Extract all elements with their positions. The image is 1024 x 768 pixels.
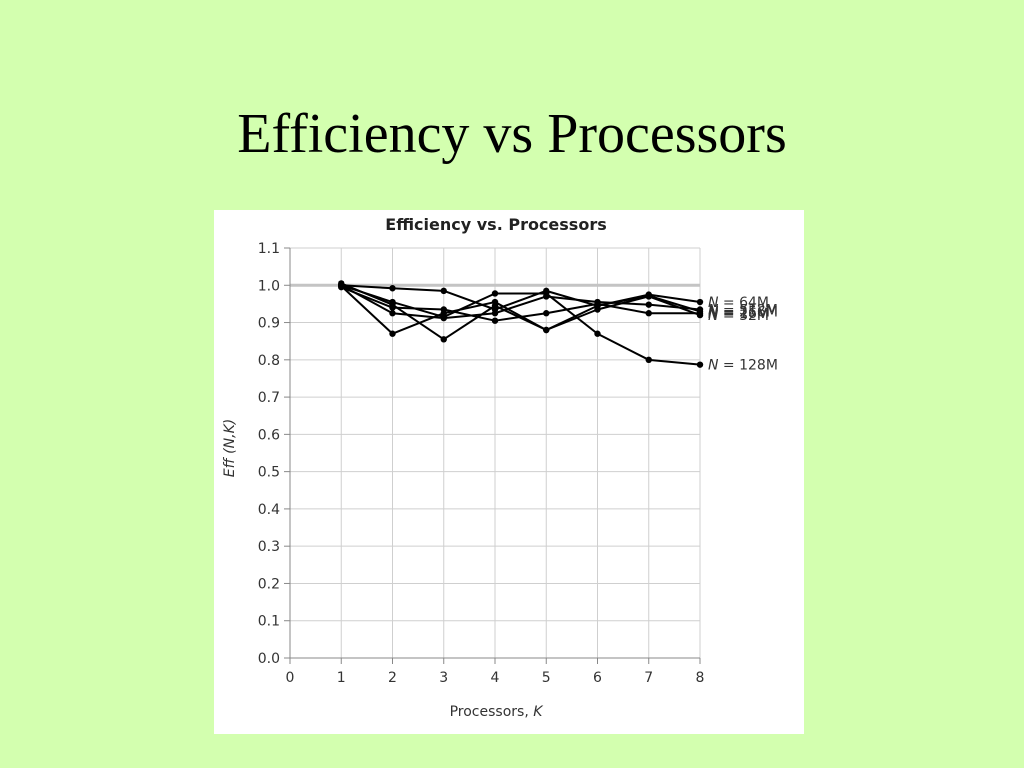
x-tick-label: 1 [337,670,346,686]
series-label-variable: N [708,304,719,320]
efficiency-line-chart: Efficiency vs. Processors 0 1 2 3 4 5 6 7 8 0.0 0.… [222,215,778,720]
series-label-value: = 512M [718,303,777,319]
x-axis-title-variable: K [533,704,544,720]
data-point [543,310,550,317]
data-point [338,283,345,291]
data-point [389,310,396,317]
y-tick-label: 0.0 [258,651,280,667]
data-point [440,336,447,343]
data-point [440,287,447,295]
series-label-variable: N [708,303,719,319]
series-label: N = 32M [708,308,769,324]
slide-title: Efficiency vs Processors [237,103,787,165]
data-point [645,301,652,308]
data-point [491,302,499,309]
data-point [440,306,447,313]
x-tick-label: 7 [644,670,653,686]
x-axis-title-text: Processors, [450,704,534,720]
y-tick-label: 0.7 [258,390,280,406]
y-tick-label: 1.1 [258,241,280,257]
x-axis-title: Processors, K [450,704,545,720]
series-label-value: = 256M [718,304,777,320]
series-label-value: = 64M [718,295,769,311]
data-point [491,290,499,297]
data-point [645,310,652,317]
series-label-variable: N [708,308,719,324]
y-tick-label: 0.4 [258,502,280,518]
chart-card: Efficiency vs. Processors 0 1 2 3 4 5 6 7 8 0.0 0.… [214,210,804,734]
series-label-value: = 128M [718,358,777,374]
y-tick-label: 0.9 [258,316,280,332]
x-tick-label: 2 [388,670,397,686]
data-point [389,330,396,337]
series-line [340,284,701,366]
y-tick-label: 0.3 [258,539,280,555]
data-point [440,314,447,322]
y-tick-label: 0.8 [258,353,280,369]
data-point [645,293,652,300]
series-label-value: = 32M [718,308,769,324]
series-label: N = 128M [708,358,778,374]
series-label-variable: N [708,295,719,311]
data-point [543,293,550,300]
x-tick-label: 0 [286,670,295,686]
chart-series [338,280,704,368]
series-label-variable: N [708,358,719,374]
data-point [491,317,499,324]
data-point [594,306,601,313]
y-tick-label: 0.5 [258,465,280,481]
series-label: N = 16M [708,306,769,322]
data-point [696,361,704,368]
data-point [389,304,396,311]
data-point [389,285,396,292]
data-point [645,356,652,364]
data-point [543,326,550,334]
data-point [696,298,704,306]
series-line [340,284,701,320]
series-label: N = 64M [708,295,769,311]
series-label-variable: N [708,306,719,322]
series-line [340,286,700,322]
x-tick-label: 5 [542,670,551,686]
y-axis-title: Eff (N,K) [222,419,238,477]
data-point [491,310,499,317]
y-tick-label: 0.2 [258,576,280,592]
data-point [594,300,601,308]
x-tick-label: 4 [491,670,500,686]
data-point [696,310,704,317]
data-point [594,330,601,337]
series-label: N = 256M [708,304,778,320]
x-tick-label: 3 [439,670,448,686]
x-tick-label: 8 [696,670,705,686]
y-tick-label: 0.6 [258,427,280,443]
y-tick-label: 0.1 [258,614,280,630]
chart-title: Efficiency vs. Processors [385,215,606,234]
y-tick-label: 1.0 [258,278,280,294]
series-label-value: = 16M [718,306,769,322]
series-label: N = 512M [708,303,778,319]
chart-axes: 0 1 2 3 4 5 6 7 8 0.0 0.1 0.2 0.3 0.4 0.5 0.6 0.7 0.8 0.9 1… [258,241,705,686]
x-tick-label: 6 [593,670,602,686]
